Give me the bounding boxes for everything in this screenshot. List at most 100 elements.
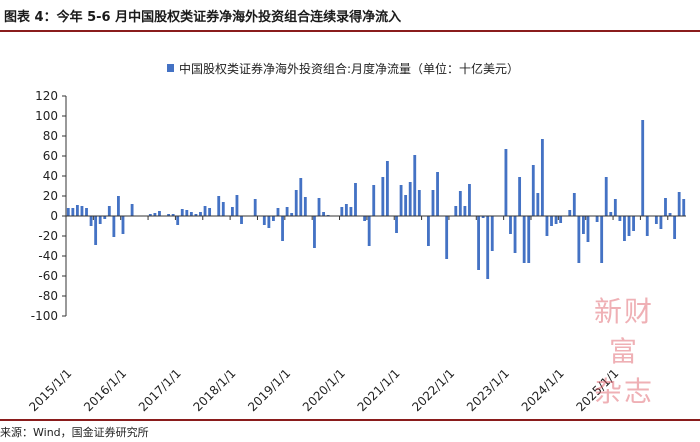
bar	[609, 212, 613, 216]
bar	[272, 216, 275, 221]
bar	[71, 208, 75, 216]
bar	[107, 206, 111, 216]
bar	[98, 216, 102, 224]
bar	[285, 207, 289, 216]
y-tick-label: 120	[35, 89, 58, 103]
bar	[221, 202, 225, 216]
bar	[66, 208, 70, 216]
bar	[618, 216, 622, 221]
bar	[668, 213, 672, 216]
bar	[267, 216, 271, 228]
bar	[509, 216, 512, 234]
bar	[536, 193, 540, 216]
x-tick-label: 2015/1/1	[26, 366, 74, 414]
x-tick-label: 2017/1/1	[136, 366, 184, 414]
bar	[404, 195, 408, 216]
bar	[80, 206, 84, 216]
bar	[486, 216, 490, 279]
y-tick-label: -40	[38, 249, 58, 263]
bar	[677, 192, 681, 216]
bar	[445, 216, 449, 259]
bar	[153, 213, 157, 216]
bar	[531, 165, 535, 216]
bar	[121, 216, 125, 234]
bar	[112, 216, 116, 237]
y-tick-label: -100	[31, 309, 58, 323]
bar	[253, 199, 257, 216]
figure-title: 图表 4：今年 5-6 月中国股权类证券净海外投资组合连续录得净流入	[4, 10, 402, 25]
bar	[385, 161, 389, 216]
bar	[436, 172, 439, 216]
y-axis: -100 -80 -60 -40 -20 0 20 40 60 80 100 120	[31, 89, 67, 323]
bar	[89, 216, 93, 226]
bar	[399, 185, 403, 216]
bottom-rule	[0, 419, 700, 421]
bar	[540, 139, 544, 216]
chart: 中国股权类证券净海外投资组合:月度净流量（单位：十亿美元） -100 -80 -60…	[26, 61, 686, 414]
bar	[408, 182, 412, 216]
bar	[303, 197, 307, 216]
bar	[413, 155, 417, 216]
bar	[130, 204, 134, 216]
bar	[75, 205, 79, 216]
bar	[235, 195, 239, 216]
watermark-line2: 杂志	[593, 375, 654, 408]
top-rule	[0, 30, 700, 32]
x-tick-label: 2023/1/1	[464, 366, 512, 414]
bar	[203, 206, 207, 216]
x-tick-label: 2019/1/1	[245, 366, 293, 414]
bar	[180, 209, 184, 216]
bar	[367, 216, 371, 246]
bar	[294, 190, 298, 216]
source-note: 来源：Wind，国金证券研究所	[0, 426, 149, 439]
bar	[417, 190, 421, 216]
bar	[527, 216, 531, 263]
bar	[158, 211, 161, 216]
bar	[559, 216, 563, 223]
bar	[645, 216, 649, 236]
bar	[363, 216, 367, 221]
bar	[230, 207, 234, 216]
bar	[290, 213, 294, 216]
y-tick-label: 60	[43, 149, 58, 163]
bar	[381, 177, 385, 216]
y-tick-label: 80	[43, 129, 58, 143]
bar	[458, 191, 462, 216]
bar	[372, 185, 376, 216]
bar	[518, 177, 522, 216]
x-tick-label: 2022/1/1	[409, 366, 457, 414]
bar	[568, 210, 572, 216]
x-tick-label: 2024/1/1	[519, 366, 567, 414]
watermark-line1: 新财富	[593, 295, 654, 368]
bar	[103, 216, 107, 219]
legend-swatch	[167, 64, 174, 72]
bar	[577, 216, 581, 263]
bar	[313, 216, 316, 248]
bar	[217, 196, 221, 216]
legend-label: 中国股权类证券净海外投资组合:月度净流量（单位：十亿美元）	[179, 61, 519, 76]
bar	[199, 212, 202, 216]
legend: 中国股权类证券净海外投资组合:月度净流量（单位：十亿美元）	[167, 61, 519, 76]
bar	[463, 206, 467, 216]
bar	[600, 216, 604, 263]
watermark: 新财富 杂志	[584, 292, 664, 412]
bar	[176, 216, 180, 225]
bar	[682, 199, 686, 216]
x-tick-label: 2018/1/1	[191, 366, 239, 414]
bar	[522, 216, 526, 263]
bar	[623, 216, 626, 241]
bar	[94, 216, 98, 245]
bar	[659, 216, 663, 229]
y-tick-label: 20	[43, 189, 58, 203]
bar	[595, 216, 599, 222]
y-tick-label: -20	[38, 229, 58, 243]
bar	[504, 149, 508, 216]
y-tick-label: 40	[43, 169, 58, 183]
bar	[477, 216, 480, 270]
bar	[427, 216, 430, 246]
bar	[582, 216, 585, 234]
bar	[481, 216, 485, 218]
bar	[194, 214, 198, 216]
bar	[281, 216, 284, 241]
bar	[454, 206, 458, 216]
